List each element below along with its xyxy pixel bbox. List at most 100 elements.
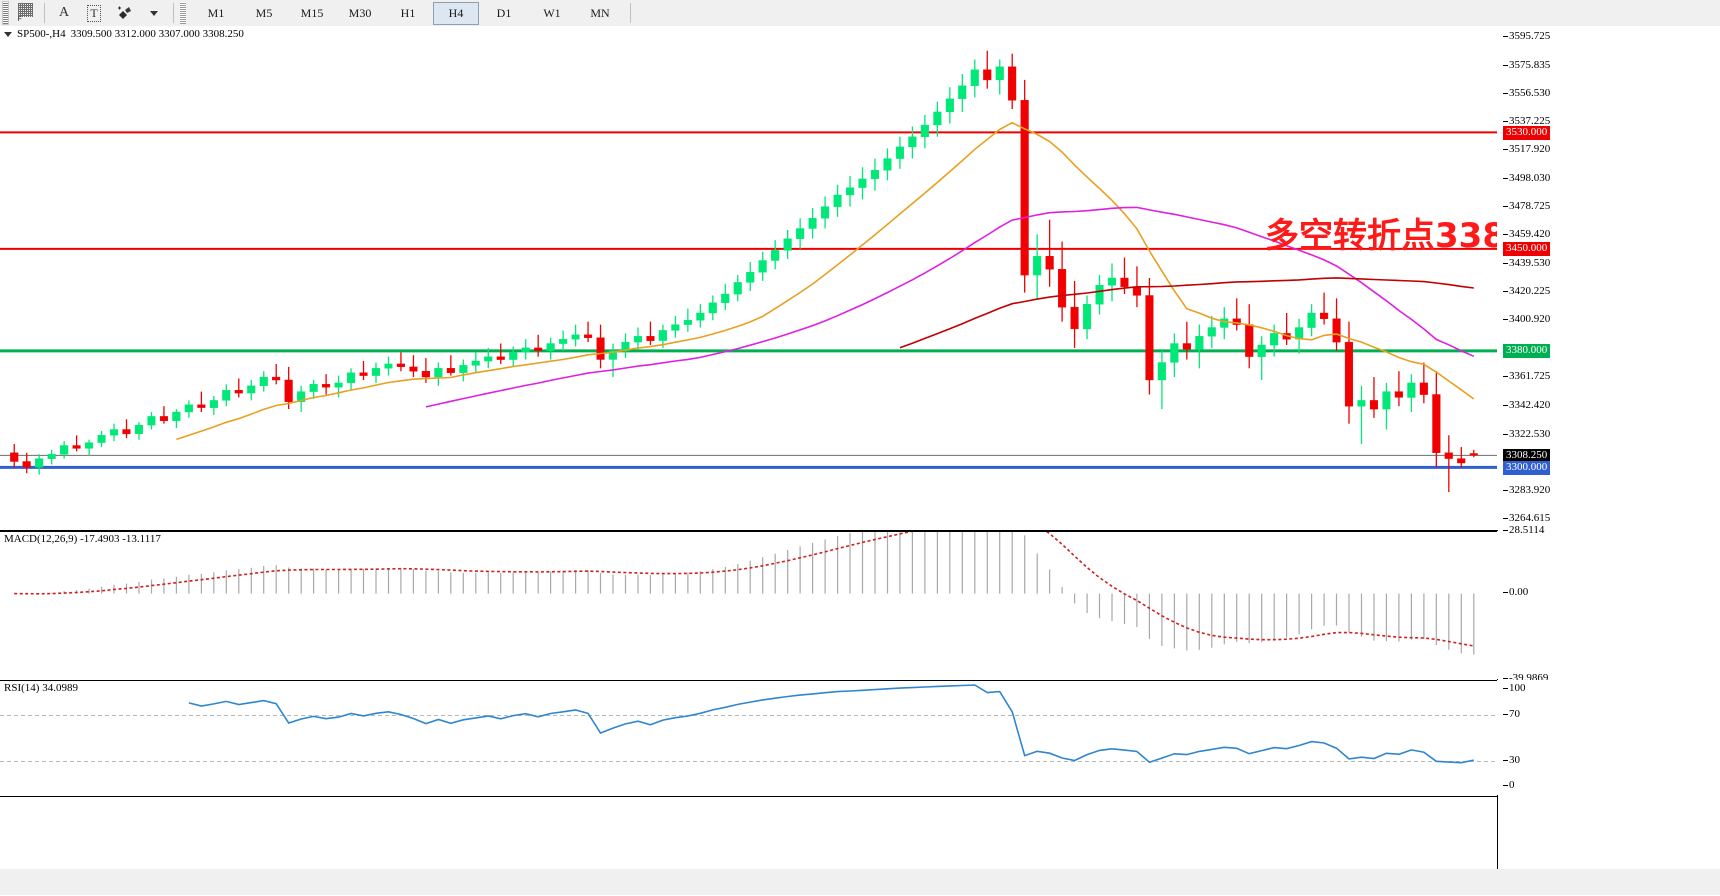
rsi-tick-label: 30 <box>1503 754 1520 766</box>
candle-body <box>596 337 605 360</box>
toolbar-drag-handle[interactable] <box>2 1 9 25</box>
candle-body <box>521 347 530 353</box>
candle-body <box>97 435 106 443</box>
candle-body <box>122 429 131 435</box>
candle-body <box>1170 343 1179 363</box>
price-tick-label: 3361.725 <box>1503 370 1550 382</box>
candle-body <box>983 69 992 81</box>
macd-scale: 28.5114 0.00 -39.9869 <box>1497 524 1720 684</box>
price-level-badge-3308-250[interactable]: 3308.250 <box>1503 448 1551 463</box>
timeframe-m30[interactable]: M30 <box>348 5 372 20</box>
candle-body <box>1195 336 1204 350</box>
candle-body <box>1357 400 1366 407</box>
candle-body <box>1008 66 1017 101</box>
candle-body <box>821 206 830 219</box>
candle-body <box>1344 341 1353 407</box>
candle-body <box>534 347 543 351</box>
candle-body <box>1132 286 1141 296</box>
toolbar-divider-3 <box>630 3 631 23</box>
timeframe-m5[interactable]: M5 <box>255 5 273 20</box>
candle-body <box>608 350 617 360</box>
timeframe-mn[interactable]: MN <box>590 5 610 20</box>
candle-body <box>184 404 193 413</box>
objects-dropdown-icon[interactable] <box>140 1 168 25</box>
timeframe-bar: M1 M5 M15 M30 H1 H4 D1 W1 MN <box>192 1 624 25</box>
candle-body <box>35 458 44 468</box>
candle-body <box>159 416 169 421</box>
candle-body <box>1082 304 1092 330</box>
price-scale[interactable]: 3595.725 3575.835 3556.530 3537.225 3517.920… <box>1497 26 1720 530</box>
candle-body <box>384 363 393 369</box>
symbol-collapse-icon[interactable] <box>4 31 12 37</box>
candle-body <box>459 365 468 373</box>
candle-body <box>995 66 1004 81</box>
macd-signal-line <box>14 532 1474 647</box>
candle-body <box>434 368 443 378</box>
candle-body <box>846 187 855 196</box>
chart-annotation-text: 多空转折点3380 <box>1265 216 1530 256</box>
candle-body <box>10 452 19 462</box>
price-tick-label: 3498.030 <box>1503 172 1550 184</box>
ma-line-mid <box>425 206 1475 408</box>
candle-body <box>733 282 742 295</box>
price-level-badge-3380-000[interactable]: 3380.000 <box>1503 344 1551 359</box>
price-tick-label: 3517.920 <box>1503 143 1550 155</box>
candle-body <box>109 429 119 436</box>
candle-body <box>47 454 56 459</box>
toolbar-divider <box>44 3 45 23</box>
candle-body <box>858 178 867 188</box>
candle-body <box>1444 452 1453 459</box>
objects-icon[interactable] <box>110 1 138 25</box>
candle-body <box>247 385 256 394</box>
text-label-icon[interactable]: A <box>58 5 70 20</box>
candle-body <box>22 461 31 468</box>
timeframe-d1[interactable]: D1 <box>496 5 512 20</box>
candle-body <box>1382 391 1391 410</box>
toolbar-divider-2 <box>173 3 174 23</box>
rsi-line <box>188 684 1474 764</box>
ma-line-fast <box>176 121 1475 441</box>
price-panel[interactable]: SP500-,H4 3309.500 3312.000 3307.000 330… <box>0 26 1530 531</box>
candle-body <box>1232 318 1241 325</box>
timeframe-w1[interactable]: W1 <box>543 5 561 20</box>
candle-body <box>958 85 967 100</box>
price-tick-label: 3595.725 <box>1503 30 1550 42</box>
candle-body <box>471 360 480 366</box>
rsi-panel[interactable]: RSI(14) 34.0989 <box>0 680 1497 797</box>
candle-body <box>309 384 318 392</box>
candle-body <box>1307 312 1316 328</box>
candle-body <box>658 330 667 341</box>
candle-body <box>222 390 231 401</box>
candle-body <box>945 98 954 113</box>
candle-body <box>1469 453 1478 456</box>
crosshair-grid-icon[interactable]: F <box>11 1 39 25</box>
candle-body <box>783 238 792 251</box>
price-level-badge-3450-000[interactable]: 3450.000 <box>1503 242 1551 257</box>
price-tick-label: 3283.920 <box>1503 484 1550 496</box>
timeframe-h4[interactable]: H4 <box>433 1 479 25</box>
symbol-header: SP500-,H4 3309.500 3312.000 3307.000 330… <box>0 26 244 42</box>
price-level-badge-3300-000[interactable]: 3300.000 <box>1503 460 1551 475</box>
price-level-badge-3530-000[interactable]: 3530.000 <box>1503 125 1551 140</box>
macd-tick-label: 28.5114 <box>1503 524 1544 536</box>
symbol-ohlc: 3309.500 3312.000 3307.000 3308.250 <box>70 28 244 40</box>
candle-body <box>1057 269 1067 308</box>
candle-body <box>771 250 780 261</box>
candle-body <box>546 343 555 352</box>
timeframe-toolbar-drag-handle[interactable] <box>180 2 186 24</box>
candle-body <box>870 169 879 180</box>
timeframe-m1[interactable]: M1 <box>207 5 225 20</box>
candle-body <box>559 339 568 344</box>
timeframe-m15[interactable]: M15 <box>300 5 324 20</box>
candle-body <box>1220 318 1229 328</box>
text-box-icon[interactable]: T <box>80 1 108 25</box>
candle-body <box>421 371 430 378</box>
timeframe-h1[interactable]: H1 <box>400 5 416 20</box>
candle-body <box>322 384 331 388</box>
macd-panel[interactable]: MACD(12,26,9) -17.4903 -13.1117 <box>0 531 1497 681</box>
candle-body <box>1419 382 1428 395</box>
chart-area[interactable]: SP500-,H4 3309.500 3312.000 3307.000 330… <box>0 26 1720 896</box>
candle-body <box>72 445 81 449</box>
candle-body <box>808 218 817 229</box>
candle-body <box>272 376 281 381</box>
